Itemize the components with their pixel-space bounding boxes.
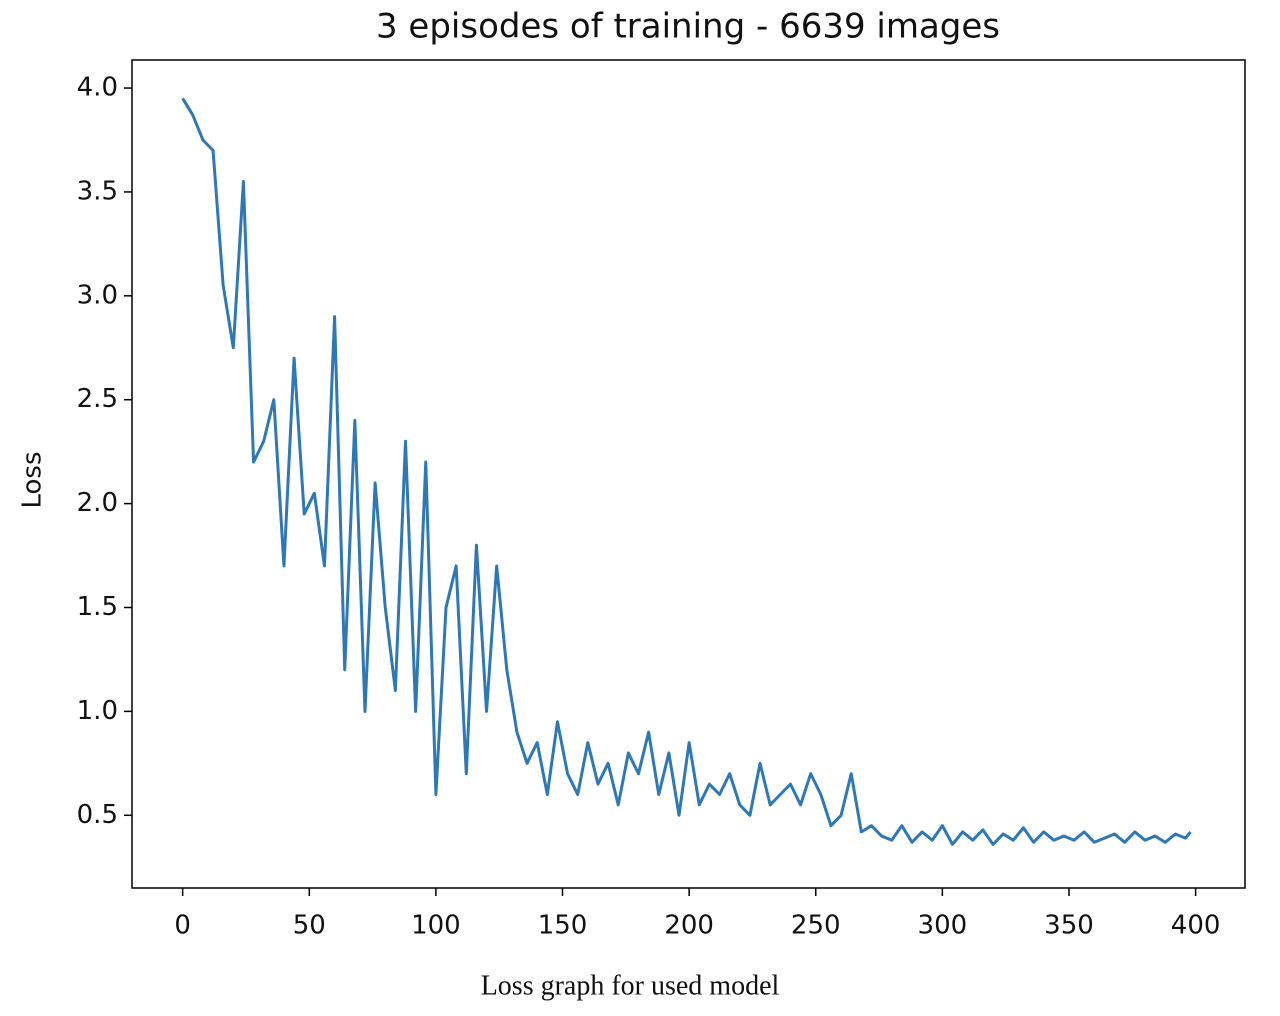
y-tick-label: 1.0 [77,696,118,726]
y-tick-label: 2.0 [77,488,118,518]
x-tick-label: 350 [1044,911,1094,941]
x-tick-label: 250 [791,911,841,941]
plot-frame [131,59,1246,889]
y-axis-label: Loss [18,451,48,508]
x-tick-label: 50 [293,911,326,941]
caption: Loss graph for used model [481,970,780,1001]
x-tick-label: 200 [664,911,714,941]
y-tick-label: 3.5 [77,176,118,206]
y-tick-label: 3.0 [77,280,118,310]
y-tick-label: 2.5 [77,384,118,414]
y-tick-label: 1.5 [77,592,118,622]
y-tick-label: 0.5 [77,800,118,830]
x-tick-label: 0 [174,911,191,941]
x-tick-label: 100 [411,911,461,941]
y-tick-label: 4.0 [77,73,118,103]
x-tick-label: 150 [538,911,588,941]
x-tick-label: 400 [1171,911,1221,941]
x-tick-label: 300 [918,911,968,941]
loss-line [181,97,1192,846]
chart-title: 3 episodes of training - 6639 images [376,7,1000,47]
